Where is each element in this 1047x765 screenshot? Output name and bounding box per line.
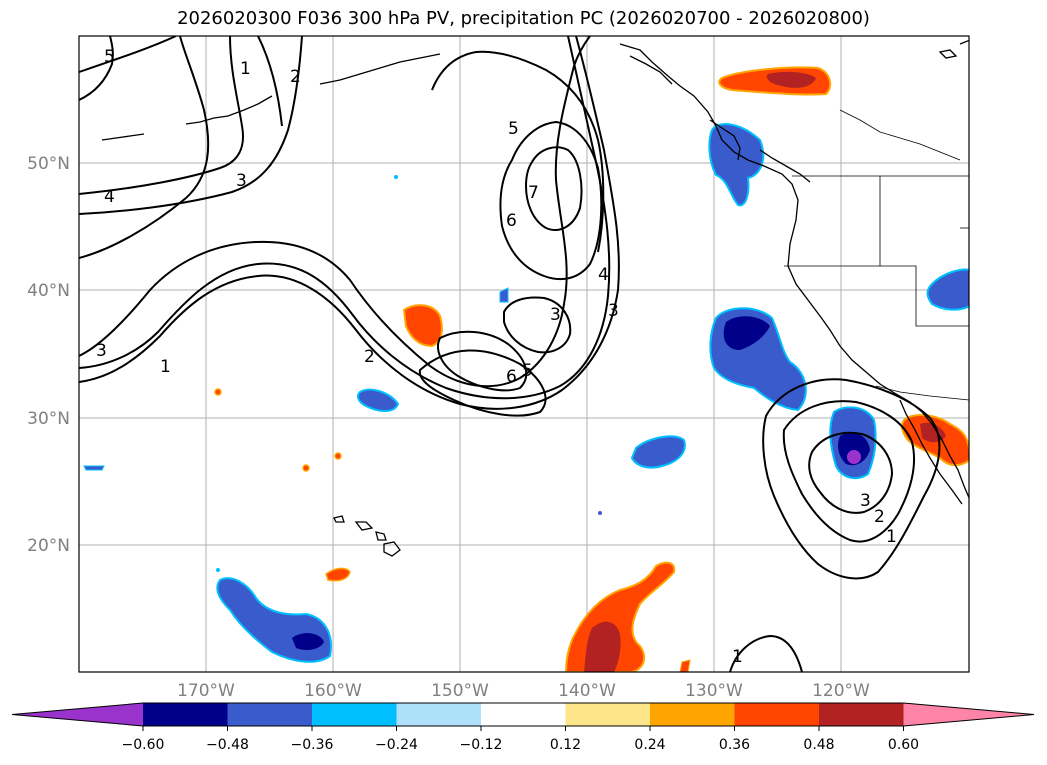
colorbar-tick-label: 0.60	[888, 737, 919, 753]
colorbar-tick-label: 0.36	[719, 737, 750, 753]
colorbar-segment	[227, 703, 313, 726]
contour-label: 2	[290, 67, 301, 87]
colorbar-tick-label: −0.24	[375, 737, 418, 753]
map-frame	[78, 35, 970, 673]
pv-contours	[79, 36, 941, 672]
contour-label: 4	[598, 265, 609, 285]
colorbar-tick-label: −0.36	[291, 737, 334, 753]
colorbar-segment	[143, 703, 228, 726]
colorbar-segment	[650, 703, 735, 726]
contour-label: 3	[236, 171, 247, 191]
precip-positive-fields	[214, 66, 969, 672]
contour-label: 4	[104, 187, 115, 207]
colorbar-tick-label: −0.60	[122, 737, 165, 753]
longitude-labels: 170°W 160°W 150°W 140°W 130°W 120°W	[177, 681, 870, 701]
colorbar-extend-max	[903, 703, 1034, 726]
lat-label-30n: 30°N	[27, 409, 70, 429]
colorbar-tick-label: 0.48	[803, 737, 834, 753]
contour-label: 3	[96, 341, 107, 361]
lon-label-120w: 120°W	[812, 681, 870, 701]
colorbar-tick-label: −0.48	[206, 737, 249, 753]
country-borders	[784, 109, 969, 401]
contour-labels: 5 1 2 4 3 5 7 6 3 1 4 3 2 6 5 3 3 2 1 1	[96, 47, 897, 667]
chart-title: 2026020300 F036 300 hPa PV, precipitatio…	[177, 8, 870, 29]
colorbar-segment	[819, 703, 904, 726]
contour-label: 3	[608, 301, 619, 321]
colorbar-segment	[481, 703, 566, 726]
contour-label: 5	[508, 119, 519, 139]
contour-label: 2	[364, 347, 375, 367]
contour-label: 1	[886, 527, 897, 547]
contour-label: 7	[528, 183, 539, 203]
contour-label: 5	[522, 361, 533, 381]
contour-label: 3	[860, 491, 871, 511]
lon-label-170w: 170°W	[177, 681, 235, 701]
colorbar-extend-min	[12, 703, 143, 726]
lat-label-20n: 20°N	[27, 536, 70, 556]
colorbar-tick-label: 0.24	[634, 737, 665, 753]
contour-label: 1	[732, 647, 743, 667]
contour-label: 1	[160, 357, 171, 377]
map-area	[79, 36, 969, 672]
colorbar	[11, 702, 1035, 727]
contour-label: 6	[506, 367, 517, 387]
colorbar-segment	[396, 703, 482, 726]
lon-label-140w: 140°W	[558, 681, 616, 701]
lon-label-150w: 150°W	[431, 681, 489, 701]
colorbar-segment	[312, 703, 397, 726]
lon-label-130w: 130°W	[685, 681, 743, 701]
contour-label: 5	[104, 47, 115, 67]
contour-label: 1	[240, 59, 251, 79]
contour-label: 6	[506, 211, 517, 231]
latitude-labels: 50°N 40°N 30°N 20°N	[27, 154, 70, 556]
lat-label-50n: 50°N	[27, 154, 70, 174]
colorbar-tick-label: −0.12	[460, 737, 503, 753]
contour-label: 2	[874, 507, 885, 527]
colorbar-segment	[565, 703, 651, 726]
lon-label-160w: 160°W	[304, 681, 362, 701]
colorbar-tick-label: 0.12	[550, 737, 581, 753]
colorbar-ticks: −0.60 −0.48 −0.36 −0.24 −0.12 0.12 0.24 0.36 0.4…	[122, 726, 919, 753]
lat-label-40n: 40°N	[27, 281, 70, 301]
precip-negative-fields	[83, 123, 969, 663]
colorbar-segment	[734, 703, 820, 726]
contour-label: 3	[550, 305, 561, 325]
